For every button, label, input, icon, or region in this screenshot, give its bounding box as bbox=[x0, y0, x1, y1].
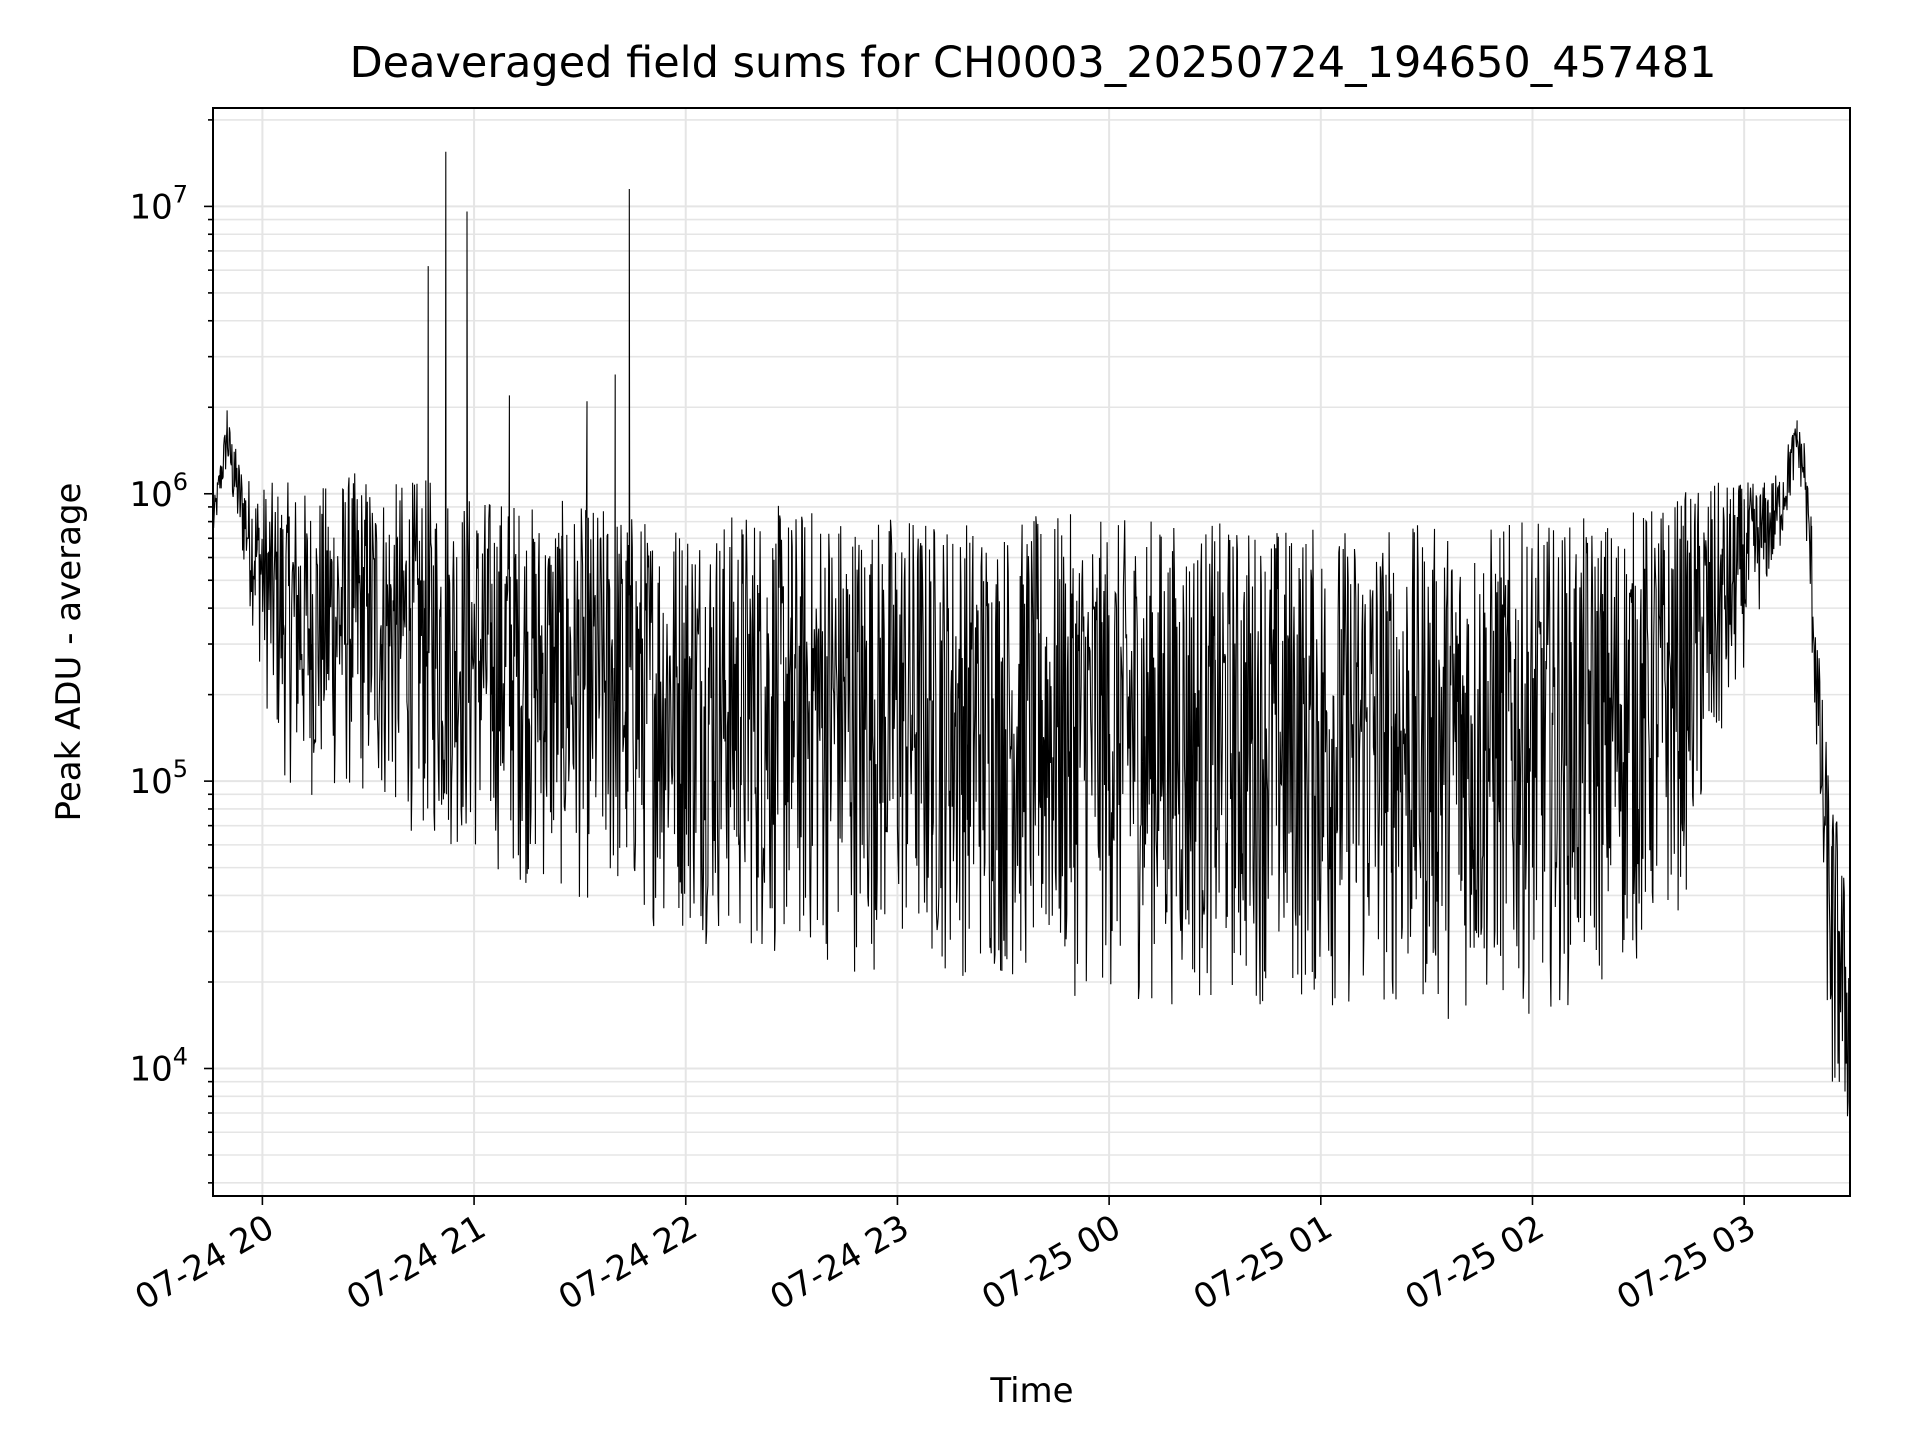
y-tick-label: 107 bbox=[129, 180, 188, 227]
y-tick-label-exponent: 4 bbox=[173, 1042, 188, 1070]
y-tick-label-base: 10 bbox=[129, 187, 172, 227]
y-tick-label-base: 10 bbox=[129, 475, 172, 515]
y-tick-label: 106 bbox=[129, 468, 188, 515]
y-tick-label-exponent: 7 bbox=[173, 180, 188, 208]
y-axis-label: Peak ADU - average bbox=[49, 483, 89, 822]
data-layer bbox=[213, 151, 1850, 1151]
y-tick-label-base: 10 bbox=[129, 762, 172, 802]
chart-title: Deaveraged field sums for CH0003_2025072… bbox=[350, 38, 1717, 88]
series-line bbox=[213, 151, 1850, 1151]
y-tick-label: 105 bbox=[129, 755, 188, 802]
plot-frame bbox=[212, 107, 1851, 1197]
y-tick-label-exponent: 6 bbox=[173, 468, 188, 496]
y-tick-label-exponent: 5 bbox=[173, 755, 188, 783]
x-axis-label: Time bbox=[989, 1371, 1073, 1411]
y-tick-label-base: 10 bbox=[129, 1049, 172, 1089]
y-tick-label: 104 bbox=[129, 1042, 188, 1089]
